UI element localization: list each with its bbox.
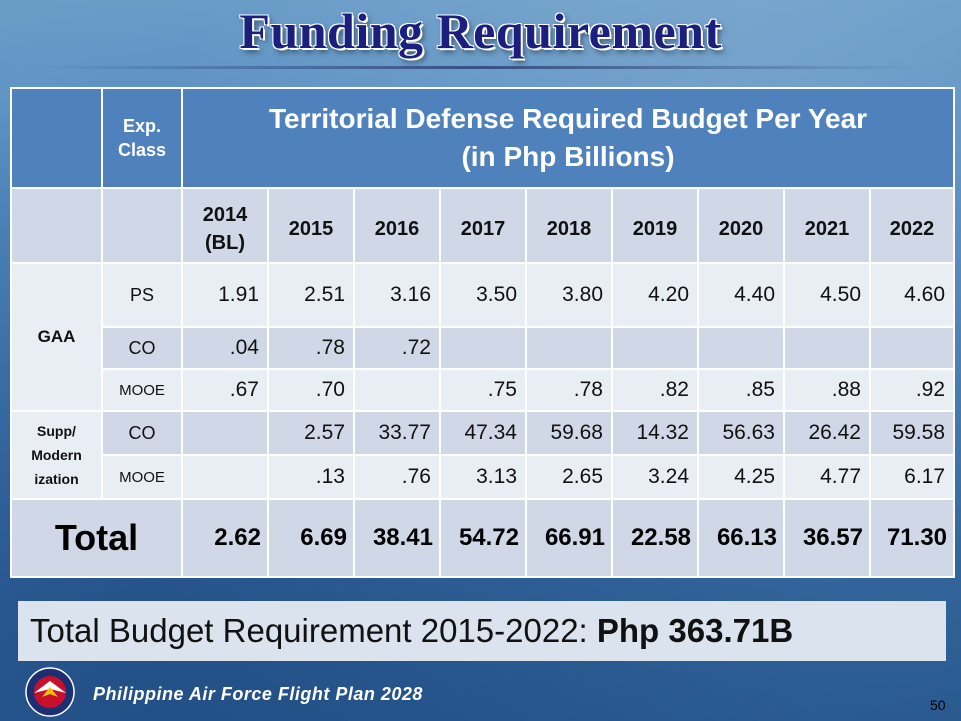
- total-value-cell: 36.57: [783, 498, 871, 578]
- year-row: 2014 (BL) 2015 2016 2017 2018 2019 2020 2021 2022: [10, 187, 956, 264]
- table-row: CO .04.78.72: [11, 326, 956, 370]
- year-header: 2015: [267, 187, 355, 264]
- value-cell: 47.34: [439, 410, 527, 456]
- value-cell: 4.60: [868, 262, 956, 328]
- year-header: 2021: [783, 187, 871, 264]
- exp-class-cell: CO: [101, 410, 183, 456]
- total-budget-summary: Total Budget Requirement 2015-2022: Php …: [18, 601, 946, 661]
- value-cell: .88: [783, 368, 871, 412]
- value-cell: [525, 326, 613, 370]
- year-header: 2017: [439, 187, 527, 264]
- value-cell: 3.13: [439, 454, 527, 500]
- value-cell: 2.65: [525, 454, 613, 500]
- value-cell: 4.77: [783, 454, 871, 500]
- value-cell: 3.24: [611, 454, 699, 500]
- total-row: Total 2.62 6.69 38.41 54.72 66.91 22.58 66.13 36…: [10, 498, 956, 578]
- total-value-cell: 22.58: [611, 498, 699, 578]
- total-value-cell: 2.62: [181, 498, 269, 578]
- total-value-cell: 71.30: [868, 498, 956, 578]
- table-row: MOOE .13.76 3.13 2.65 3.24 4.25 4.77 6.17: [11, 454, 956, 500]
- value-cell: [439, 326, 527, 370]
- value-cell: 26.42: [783, 410, 871, 456]
- value-cell: .70: [267, 368, 355, 412]
- value-cell: 33.77: [353, 410, 441, 456]
- year-header: 2019: [611, 187, 699, 264]
- total-value-cell: 38.41: [353, 498, 441, 578]
- year-header: 2022: [868, 187, 956, 264]
- value-cell: [181, 410, 269, 456]
- table-row: Supp/Modern ization CO 2.57 33.77 47.34 59.68 1…: [10, 410, 956, 500]
- value-cell: [353, 368, 441, 412]
- value-cell: 3.16: [353, 262, 441, 328]
- summary-label: Total Budget Requirement 2015-2022:: [30, 612, 597, 649]
- value-cell: 2.57: [267, 410, 355, 456]
- value-cell: .72: [353, 326, 441, 370]
- exp-class-cell: CO: [101, 326, 183, 370]
- value-cell: 3.80: [525, 262, 613, 328]
- value-cell: .78: [525, 368, 613, 412]
- value-cell: [181, 454, 269, 500]
- slide-title: Funding Requirement: [239, 3, 722, 59]
- summary-amount: Php 363.71B: [596, 612, 794, 649]
- value-cell: .13: [267, 454, 355, 500]
- value-cell: [783, 326, 871, 370]
- page-number: 50: [930, 697, 946, 713]
- value-cell: 59.68: [525, 410, 613, 456]
- value-cell: 1.91: [181, 262, 269, 328]
- budget-table: Exp. Class Territorial Defense Required Bu…: [10, 87, 956, 578]
- value-cell: 14.32: [611, 410, 699, 456]
- header-blank-cell: [10, 87, 103, 189]
- year-header: 2020: [697, 187, 785, 264]
- value-cell: .92: [868, 368, 956, 412]
- value-cell: 6.17: [868, 454, 956, 500]
- exp-class-cell: MOOE: [101, 368, 183, 412]
- total-value-cell: 66.91: [525, 498, 613, 578]
- total-label: Total: [10, 498, 183, 578]
- value-cell: .67: [181, 368, 269, 412]
- total-value-cell: 6.69: [267, 498, 355, 578]
- value-cell: .75: [439, 368, 527, 412]
- footer-title: Philippine Air Force Flight Plan 2028: [93, 684, 423, 704]
- exp-class-header: Exp. Class: [101, 87, 183, 189]
- value-cell: 2.51: [267, 262, 355, 328]
- title-underline: [40, 66, 921, 69]
- value-cell: .82: [611, 368, 699, 412]
- value-cell: 4.25: [697, 454, 785, 500]
- value-cell: [611, 326, 699, 370]
- year-header: 2014 (BL): [181, 187, 269, 264]
- year-header: 2018: [525, 187, 613, 264]
- value-cell: 3.50: [439, 262, 527, 328]
- value-cell: 56.63: [697, 410, 785, 456]
- year-header: 2016: [353, 187, 441, 264]
- group-label: Supp/Modern ization: [10, 410, 103, 500]
- value-cell: .76: [353, 454, 441, 500]
- year-blank-cell: [101, 187, 183, 264]
- value-cell: 4.40: [697, 262, 785, 328]
- value-cell: [868, 326, 956, 370]
- exp-class-cell: PS: [101, 262, 183, 328]
- value-cell: [697, 326, 785, 370]
- value-cell: .85: [697, 368, 785, 412]
- table-row: MOOE .67.70 .75.78.82.85.88.92: [11, 368, 956, 412]
- year-blank-cell: [10, 187, 103, 264]
- group-label: GAA: [10, 262, 103, 412]
- total-value-cell: 66.13: [697, 498, 785, 578]
- value-cell: .78: [267, 326, 355, 370]
- table-title-header: Territorial Defense Required Budget Per …: [180, 87, 956, 189]
- paf-emblem-icon: [25, 667, 75, 717]
- header-row: Exp. Class Territorial Defense Required Bu…: [10, 87, 956, 189]
- table-row: GAA PS 1.91 2.51 3.16 3.50 3.80 4.20 4.40 4.50 4.6…: [10, 262, 956, 412]
- value-cell: 59.58: [868, 410, 956, 456]
- value-cell: 4.20: [611, 262, 699, 328]
- exp-class-cell: MOOE: [101, 454, 183, 500]
- total-value-cell: 54.72: [439, 498, 527, 578]
- value-cell: 4.50: [783, 262, 871, 328]
- value-cell: .04: [181, 326, 269, 370]
